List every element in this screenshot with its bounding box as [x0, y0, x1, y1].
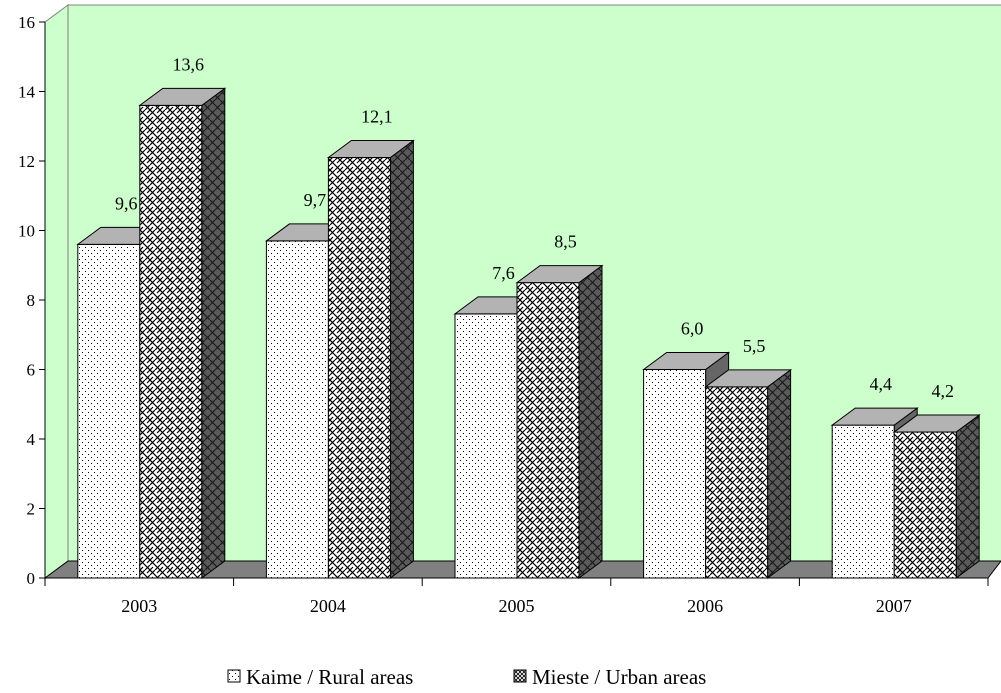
y-tick-label-7: 14	[18, 83, 36, 102]
x-tick-label-2007: 2007	[876, 596, 912, 616]
data-label-urban-2006: 5,5	[743, 336, 766, 356]
data-label-rural-2003: 9,6	[115, 193, 138, 213]
bar-front	[643, 369, 707, 579]
x-tick-label-2004: 2004	[310, 596, 346, 616]
bar-front	[893, 431, 957, 579]
bar-top	[326, 140, 415, 159]
bar-front	[139, 104, 203, 579]
bar-side	[201, 87, 226, 579]
bar-top	[892, 414, 981, 433]
bar-side	[389, 139, 414, 579]
bar-top	[704, 369, 793, 388]
data-label-urban-2004: 12,1	[361, 107, 393, 127]
bar-side	[955, 414, 980, 579]
bar-urban-2003	[138, 87, 227, 579]
side-wall	[44, 4, 69, 579]
bar-urban-2004	[326, 139, 415, 579]
y-tick-label-0: 0	[27, 569, 36, 588]
y-tick-label-4: 8	[27, 291, 36, 310]
y-tick-label-3: 6	[27, 361, 36, 380]
bar-top	[138, 87, 227, 106]
bar-side	[767, 368, 792, 579]
y-tick-label-6: 12	[18, 152, 35, 171]
legend: Kaime / Rural areas Mieste / Urban areas	[227, 665, 706, 689]
bar-front	[265, 240, 329, 579]
bar-front	[516, 282, 580, 579]
legend-label-urban: Mieste / Urban areas	[532, 665, 706, 689]
bar-top	[830, 407, 919, 426]
x-tick-label-2005: 2005	[499, 596, 535, 616]
bar-side	[578, 264, 603, 579]
y-tick-label-5: 10	[18, 222, 35, 241]
bar-top	[642, 352, 731, 370]
bar-top	[515, 265, 604, 284]
bars	[76, 87, 981, 579]
data-label-urban-2005: 8,5	[554, 232, 577, 252]
legend-swatch-rural	[227, 669, 241, 683]
legend-swatch-urban	[513, 669, 527, 683]
y-tick-label-8: 16	[18, 13, 35, 32]
y-tick-label-1: 2	[27, 500, 36, 519]
y-tick-label-2: 4	[27, 430, 36, 449]
x-tick-label-2006: 2006	[687, 596, 723, 616]
bar-front	[831, 424, 895, 579]
bar-front	[327, 157, 391, 579]
x-tick-label-2003: 2003	[121, 596, 157, 616]
legend-item-urban: Mieste / Urban areas	[513, 665, 706, 689]
bar-urban-2007	[892, 414, 981, 579]
data-labels: 9,6 13,6 9,7 12,1 7,6 8,5 6,0 5,5 4,4 4,2	[115, 54, 954, 401]
legend-item-rural: Kaime / Rural areas	[227, 665, 413, 689]
bar-front	[77, 243, 141, 579]
legend-label-rural: Kaime / Rural areas	[246, 665, 413, 689]
data-label-rural-2004: 9,7	[304, 190, 327, 210]
bar-front	[705, 386, 769, 579]
bar-front	[454, 313, 518, 579]
bar-urban-2006	[704, 368, 793, 579]
data-label-urban-2003: 13,6	[173, 54, 205, 74]
data-label-rural-2005: 7,6	[492, 263, 515, 283]
bar-urban-2005	[515, 264, 604, 579]
data-label-urban-2007: 4,2	[931, 381, 954, 401]
data-label-rural-2006: 6,0	[681, 319, 704, 339]
data-label-rural-2007: 4,4	[869, 374, 892, 394]
